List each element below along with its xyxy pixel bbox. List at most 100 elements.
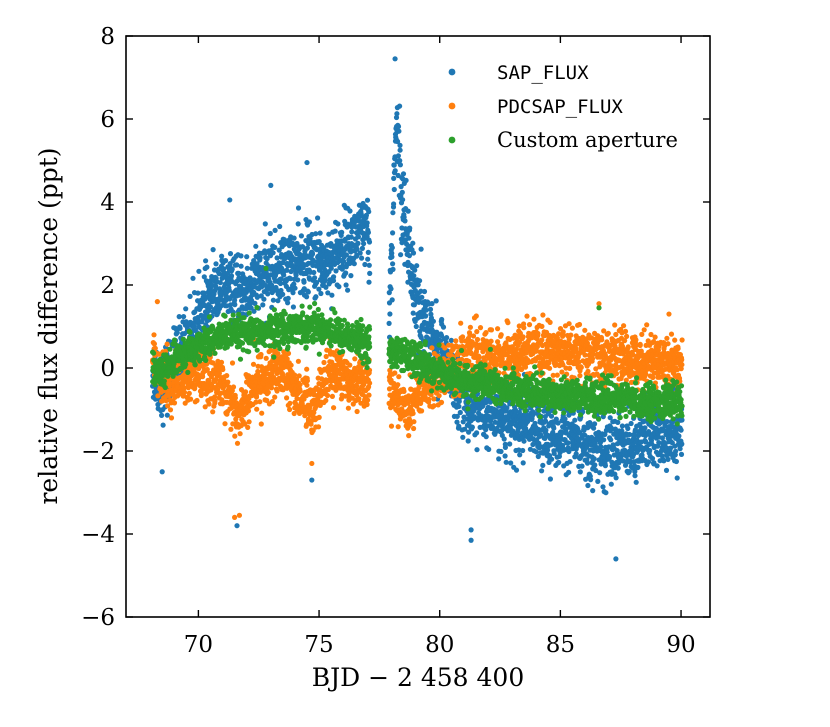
- data-point: [615, 465, 621, 471]
- data-point: [524, 313, 530, 319]
- data-point: [223, 258, 229, 264]
- data-point: [345, 287, 351, 293]
- data-point: [413, 323, 419, 330]
- data-point: [367, 270, 373, 276]
- data-point: [366, 239, 373, 245]
- data-point: [498, 448, 504, 455]
- data-point: [300, 261, 306, 267]
- data-point: [262, 239, 268, 245]
- data-point: [304, 245, 310, 251]
- data-point: [314, 279, 320, 286]
- data-point: [355, 240, 361, 246]
- data-point: [591, 456, 597, 462]
- data-point: [243, 389, 249, 395]
- data-point: [365, 397, 371, 403]
- data-point: [411, 425, 417, 432]
- data-point: [397, 103, 403, 109]
- data-point: [556, 453, 563, 459]
- data-point: [548, 413, 555, 419]
- data-point: [367, 380, 373, 386]
- data-point: [633, 479, 639, 485]
- data-point: [260, 302, 266, 308]
- data-point: [204, 264, 210, 270]
- data-point: [267, 230, 273, 237]
- data-point: [625, 425, 631, 432]
- data-point: [397, 142, 403, 148]
- data-point: [453, 338, 459, 344]
- data-point: [316, 414, 322, 420]
- data-point: [554, 372, 560, 378]
- data-point: [505, 320, 511, 326]
- data-point: [348, 273, 354, 279]
- data-point: [549, 456, 555, 462]
- data-point: [268, 272, 274, 278]
- data-point: [664, 335, 670, 341]
- data-point: [406, 253, 412, 259]
- data-point: [426, 396, 432, 402]
- data-point: [317, 230, 323, 236]
- data-point: [366, 392, 372, 398]
- data-point: [284, 267, 290, 273]
- data-point: [486, 446, 492, 452]
- data-point: [159, 412, 165, 418]
- data-point: [213, 261, 219, 267]
- data-point: [444, 335, 450, 341]
- data-point: [275, 298, 281, 304]
- data-point: [547, 365, 553, 371]
- data-point: [304, 378, 310, 384]
- data-point: [364, 220, 370, 226]
- data-point: [567, 459, 573, 465]
- data-point: [224, 373, 230, 379]
- outlier-point: [309, 477, 315, 483]
- data-point: [339, 229, 345, 235]
- data-point: [270, 297, 276, 303]
- data-point: [395, 153, 401, 159]
- data-point: [226, 287, 232, 293]
- data-point: [457, 409, 463, 416]
- data-point: [305, 289, 311, 295]
- data-point: [460, 434, 466, 440]
- data-point: [295, 221, 301, 227]
- data-point: [591, 425, 597, 431]
- data-point: [438, 399, 445, 405]
- data-point: [328, 265, 334, 271]
- data-point: [261, 296, 267, 302]
- data-point: [613, 475, 619, 481]
- data-point: [329, 393, 335, 399]
- data-point: [407, 225, 413, 231]
- data-point: [285, 295, 291, 301]
- data-point: [551, 450, 557, 456]
- data-point: [605, 330, 611, 336]
- data-point: [330, 278, 337, 284]
- data-point: [396, 374, 402, 380]
- data-point: [301, 279, 307, 285]
- data-point: [560, 329, 566, 335]
- data-point: [430, 318, 436, 324]
- data-point: [410, 410, 416, 416]
- data-point: [391, 175, 397, 181]
- data-point: [411, 419, 417, 425]
- data-point: [321, 359, 327, 366]
- data-point: [566, 448, 572, 455]
- data-point: [465, 438, 471, 444]
- data-point: [410, 240, 416, 246]
- data-point: [290, 290, 296, 296]
- data-point: [304, 382, 310, 388]
- data-point: [171, 400, 178, 406]
- data-point: [168, 415, 175, 421]
- data-point: [234, 262, 240, 268]
- data-point: [414, 263, 420, 269]
- data-point: [331, 405, 337, 411]
- data-point: [532, 420, 538, 426]
- data-point: [405, 208, 411, 214]
- data-point: [209, 282, 215, 289]
- data-point: [600, 484, 606, 490]
- data-point: [390, 261, 396, 267]
- data-point: [517, 452, 523, 458]
- data-point: [227, 251, 234, 257]
- data-point: [679, 441, 685, 447]
- data-points: [150, 56, 685, 562]
- data-point: [272, 227, 278, 233]
- data-point: [673, 458, 680, 465]
